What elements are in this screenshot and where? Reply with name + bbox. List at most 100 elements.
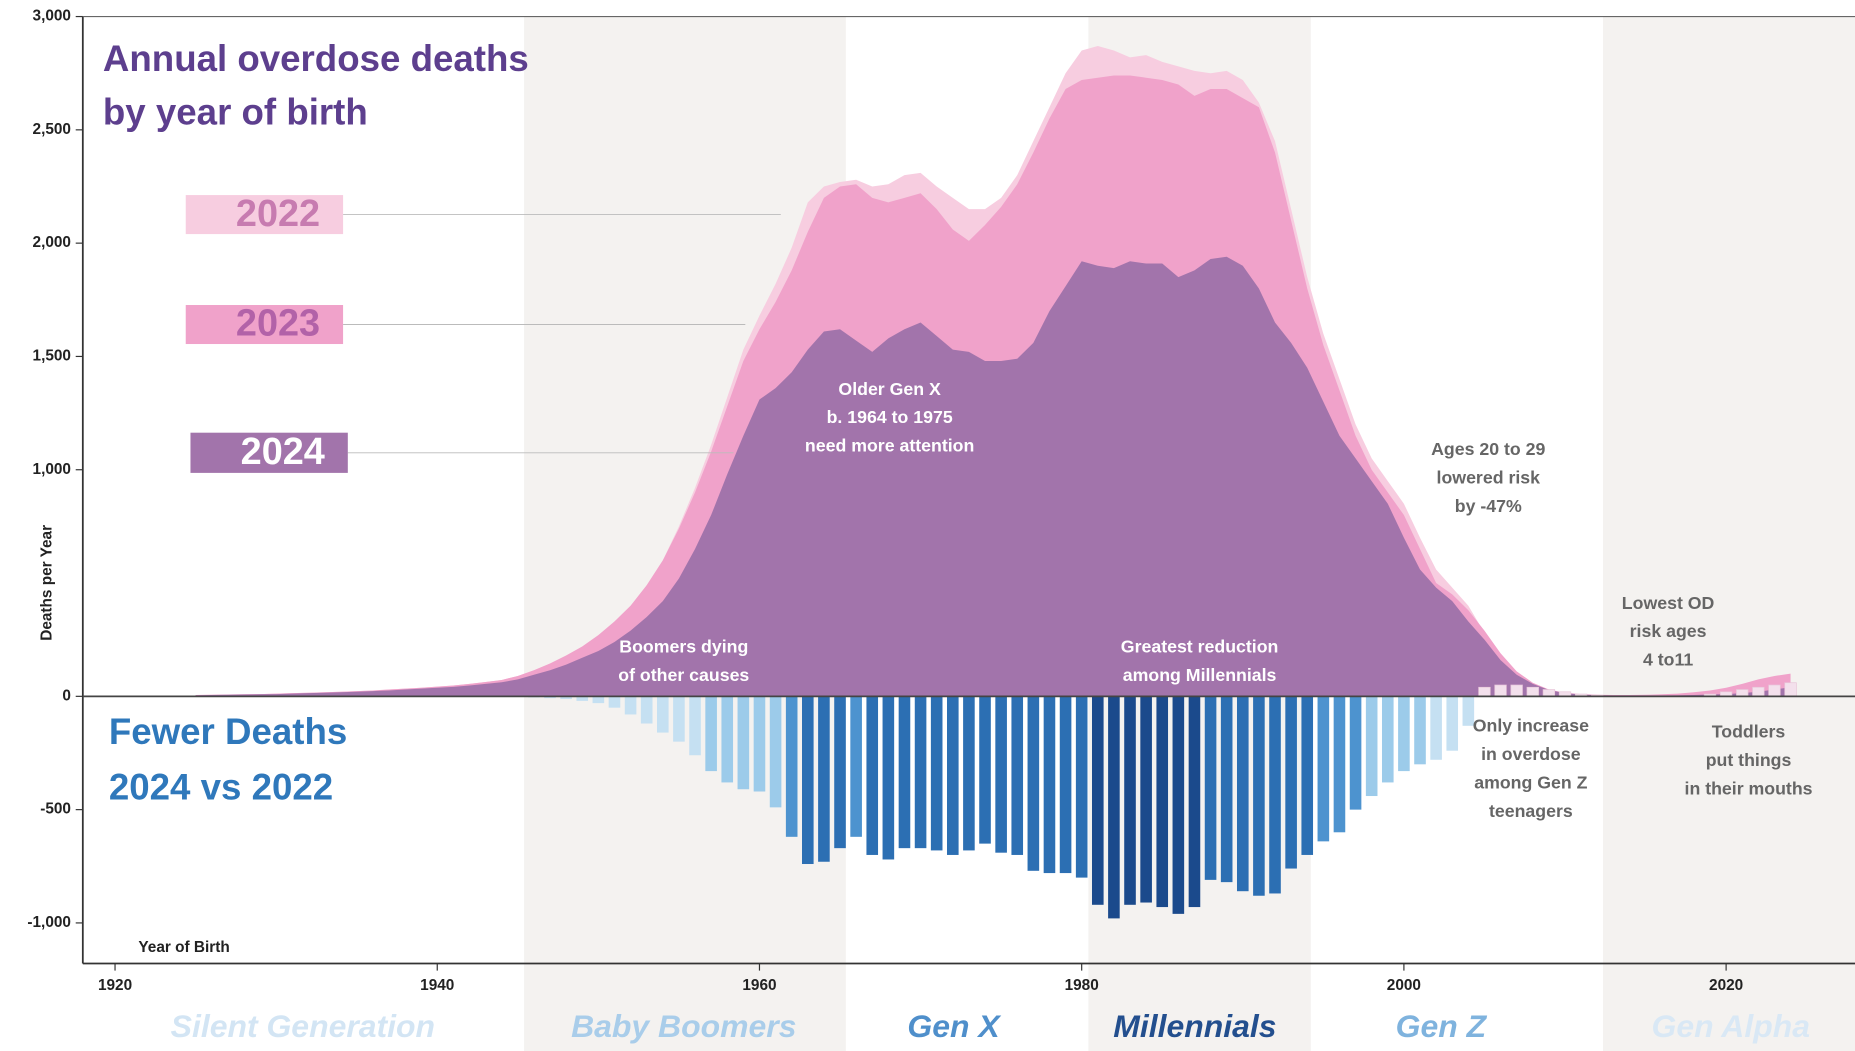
bar <box>1736 689 1749 697</box>
bar <box>914 696 927 849</box>
area <box>195 256 1791 697</box>
annotation: teenagers <box>1489 801 1573 821</box>
bar <box>544 696 556 699</box>
annotation: among Millennials <box>1123 665 1277 685</box>
legend-label: 2024 <box>241 431 325 473</box>
x-tick-label: 1940 <box>420 977 454 994</box>
bar <box>1333 696 1346 833</box>
bar <box>624 696 637 715</box>
chart-title: Annual overdose deaths <box>103 38 529 79</box>
legend-swatch <box>190 432 348 473</box>
bar <box>850 696 862 837</box>
bar <box>1204 696 1217 880</box>
bar-title: Fewer Deaths <box>109 711 347 752</box>
annotation: b. 1964 to 1975 <box>827 407 953 427</box>
y-tick-label: 1,000 <box>33 461 71 478</box>
bar <box>1091 696 1104 905</box>
bar <box>1784 682 1797 697</box>
bar <box>1140 696 1152 903</box>
bar <box>576 696 589 701</box>
generation-label: Gen X <box>907 1008 1001 1044</box>
bar <box>1317 696 1330 842</box>
annotation: among Gen Z <box>1474 773 1587 793</box>
bar <box>963 696 975 851</box>
annotation: need more attention <box>805 436 974 456</box>
annotation: Lowest OD <box>1622 593 1715 613</box>
bar <box>946 696 959 855</box>
bar <box>785 696 798 837</box>
generation-label: Baby Boomers <box>571 1008 796 1044</box>
y-tick-label: -500 <box>40 801 71 818</box>
bar <box>1220 696 1233 883</box>
bar <box>1430 696 1442 760</box>
bar <box>1124 696 1136 905</box>
bar <box>1011 696 1024 855</box>
annotation: Only increase <box>1473 716 1589 736</box>
bar <box>689 696 701 756</box>
bar <box>866 696 879 855</box>
annotation: in their mouths <box>1685 778 1813 798</box>
annotation: Ages 20 to 29 <box>1431 439 1545 459</box>
annotation: of other causes <box>618 665 749 685</box>
generation-label: Gen Z <box>1396 1008 1488 1044</box>
bar <box>1752 686 1765 697</box>
y-axis-label: Deaths per Year <box>38 525 55 641</box>
legend-swatch <box>185 305 344 345</box>
bar <box>979 696 991 844</box>
bar <box>882 696 895 860</box>
x-axis-label: Year of Birth <box>138 939 229 956</box>
bar <box>705 696 717 772</box>
annotation: Greatest reduction <box>1121 637 1279 657</box>
y-tick-label: -1,000 <box>27 914 71 931</box>
bar <box>1269 696 1281 894</box>
annotation: Toddlers <box>1712 722 1786 742</box>
bar <box>608 696 621 708</box>
bar <box>1542 689 1556 697</box>
annotation: Older Gen X <box>838 379 941 399</box>
bar <box>1059 696 1072 874</box>
annotation: lowered risk <box>1437 467 1541 487</box>
bar <box>1414 696 1426 765</box>
bar <box>1462 696 1475 726</box>
bar <box>1365 696 1378 797</box>
bar <box>753 696 766 792</box>
x-tick-label: 2000 <box>1387 977 1421 994</box>
generation-label: Silent Generation <box>171 1008 435 1044</box>
generation-label: Gen Alpha <box>1652 1008 1811 1044</box>
y-tick-label: 1,500 <box>33 348 71 365</box>
x-tick-label: 1980 <box>1065 977 1099 994</box>
bar <box>1349 696 1362 810</box>
annotation: by -47% <box>1455 496 1522 516</box>
labels: Annual overdose deaths by year of birth Fe… <box>103 38 1813 1044</box>
annotation: 4 to11 <box>1643 650 1693 670</box>
y-tick-label: 2,000 <box>33 234 71 251</box>
bars <box>528 682 1797 919</box>
bar <box>818 696 830 862</box>
y-tick-label: 0 <box>62 687 71 704</box>
y-tick-label: 2,500 <box>33 121 71 138</box>
bar <box>1478 686 1491 697</box>
y-tick-label: 3,000 <box>33 8 71 25</box>
annotation: in overdose <box>1481 744 1581 764</box>
bar <box>1075 696 1088 878</box>
bar <box>801 696 814 865</box>
bar <box>640 696 653 724</box>
x-tick-label: 1920 <box>98 977 132 994</box>
bar <box>1494 684 1507 697</box>
bar <box>1043 696 1056 874</box>
bar <box>657 696 669 733</box>
bar <box>673 696 685 742</box>
bar <box>1156 696 1169 908</box>
bar <box>1301 696 1314 855</box>
bar <box>995 696 1007 853</box>
bar <box>1172 696 1185 914</box>
annotation: risk ages <box>1630 621 1707 641</box>
legend-label: 2022 <box>236 193 320 235</box>
x-tick-label: 2020 <box>1709 977 1743 994</box>
annotation: put things <box>1706 750 1792 770</box>
bar <box>1510 684 1523 697</box>
bar <box>1027 696 1040 871</box>
legend-swatch <box>185 195 344 235</box>
